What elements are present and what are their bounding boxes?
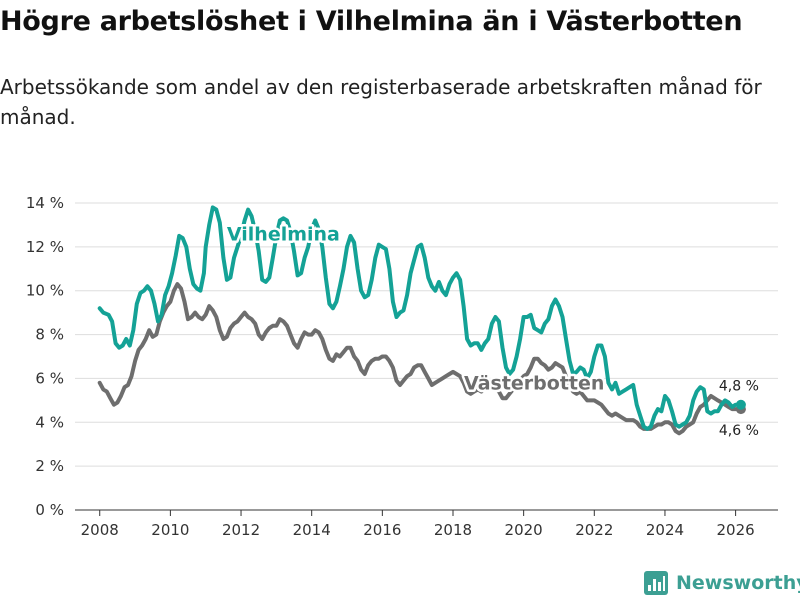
series-label-halo: Vilhelmina — [227, 223, 340, 245]
x-tick-label: 2018 — [434, 521, 472, 539]
brand-name: Newsworthy — [676, 572, 800, 594]
x-tick-label: 2024 — [646, 521, 684, 539]
series-line-vilhelmina — [97, 205, 743, 431]
x-tick-label: 2022 — [575, 521, 613, 539]
end-point-vilhelmina — [735, 399, 746, 410]
chart-title: Högre arbetslöshet i Vilhelmina än i Väs… — [0, 6, 743, 37]
end-label-vilhelmina: 4,8 % — [719, 379, 759, 395]
y-tick-label: 4 % — [35, 413, 64, 431]
y-tick-label: 2 % — [35, 457, 64, 475]
x-tick-label: 2016 — [363, 521, 401, 539]
end-label-vasterbotten: 4,6 % — [719, 423, 759, 439]
newsworthy-logo[interactable]: Newsworthy — [644, 568, 800, 598]
x-tick-label: 2008 — [81, 521, 119, 539]
series-label-västerbotten: Västerbotten — [464, 372, 604, 394]
y-tick-label: 6 % — [35, 369, 64, 387]
y-tick-label: 0 % — [35, 501, 64, 519]
series-label-halo: Västerbotten — [464, 372, 604, 394]
y-tick-label: 12 % — [26, 238, 64, 256]
bar-chart-icon — [644, 571, 668, 595]
x-tick-label: 2014 — [293, 521, 331, 539]
x-tick-label: 2012 — [222, 521, 260, 539]
x-tick-label: 2020 — [505, 521, 543, 539]
x-tick-label: 2026 — [717, 521, 755, 539]
y-tick-label: 10 % — [26, 282, 64, 300]
y-tick-label: 8 % — [35, 326, 64, 344]
chart-subtitle: Arbetssökande som andel av den registerb… — [0, 75, 762, 129]
x-tick-label: 2010 — [151, 521, 189, 539]
y-tick-label: 14 % — [26, 194, 64, 212]
series-label-vilhelmina: Vilhelmina — [227, 223, 340, 245]
series-line-västerbotten — [97, 282, 743, 436]
